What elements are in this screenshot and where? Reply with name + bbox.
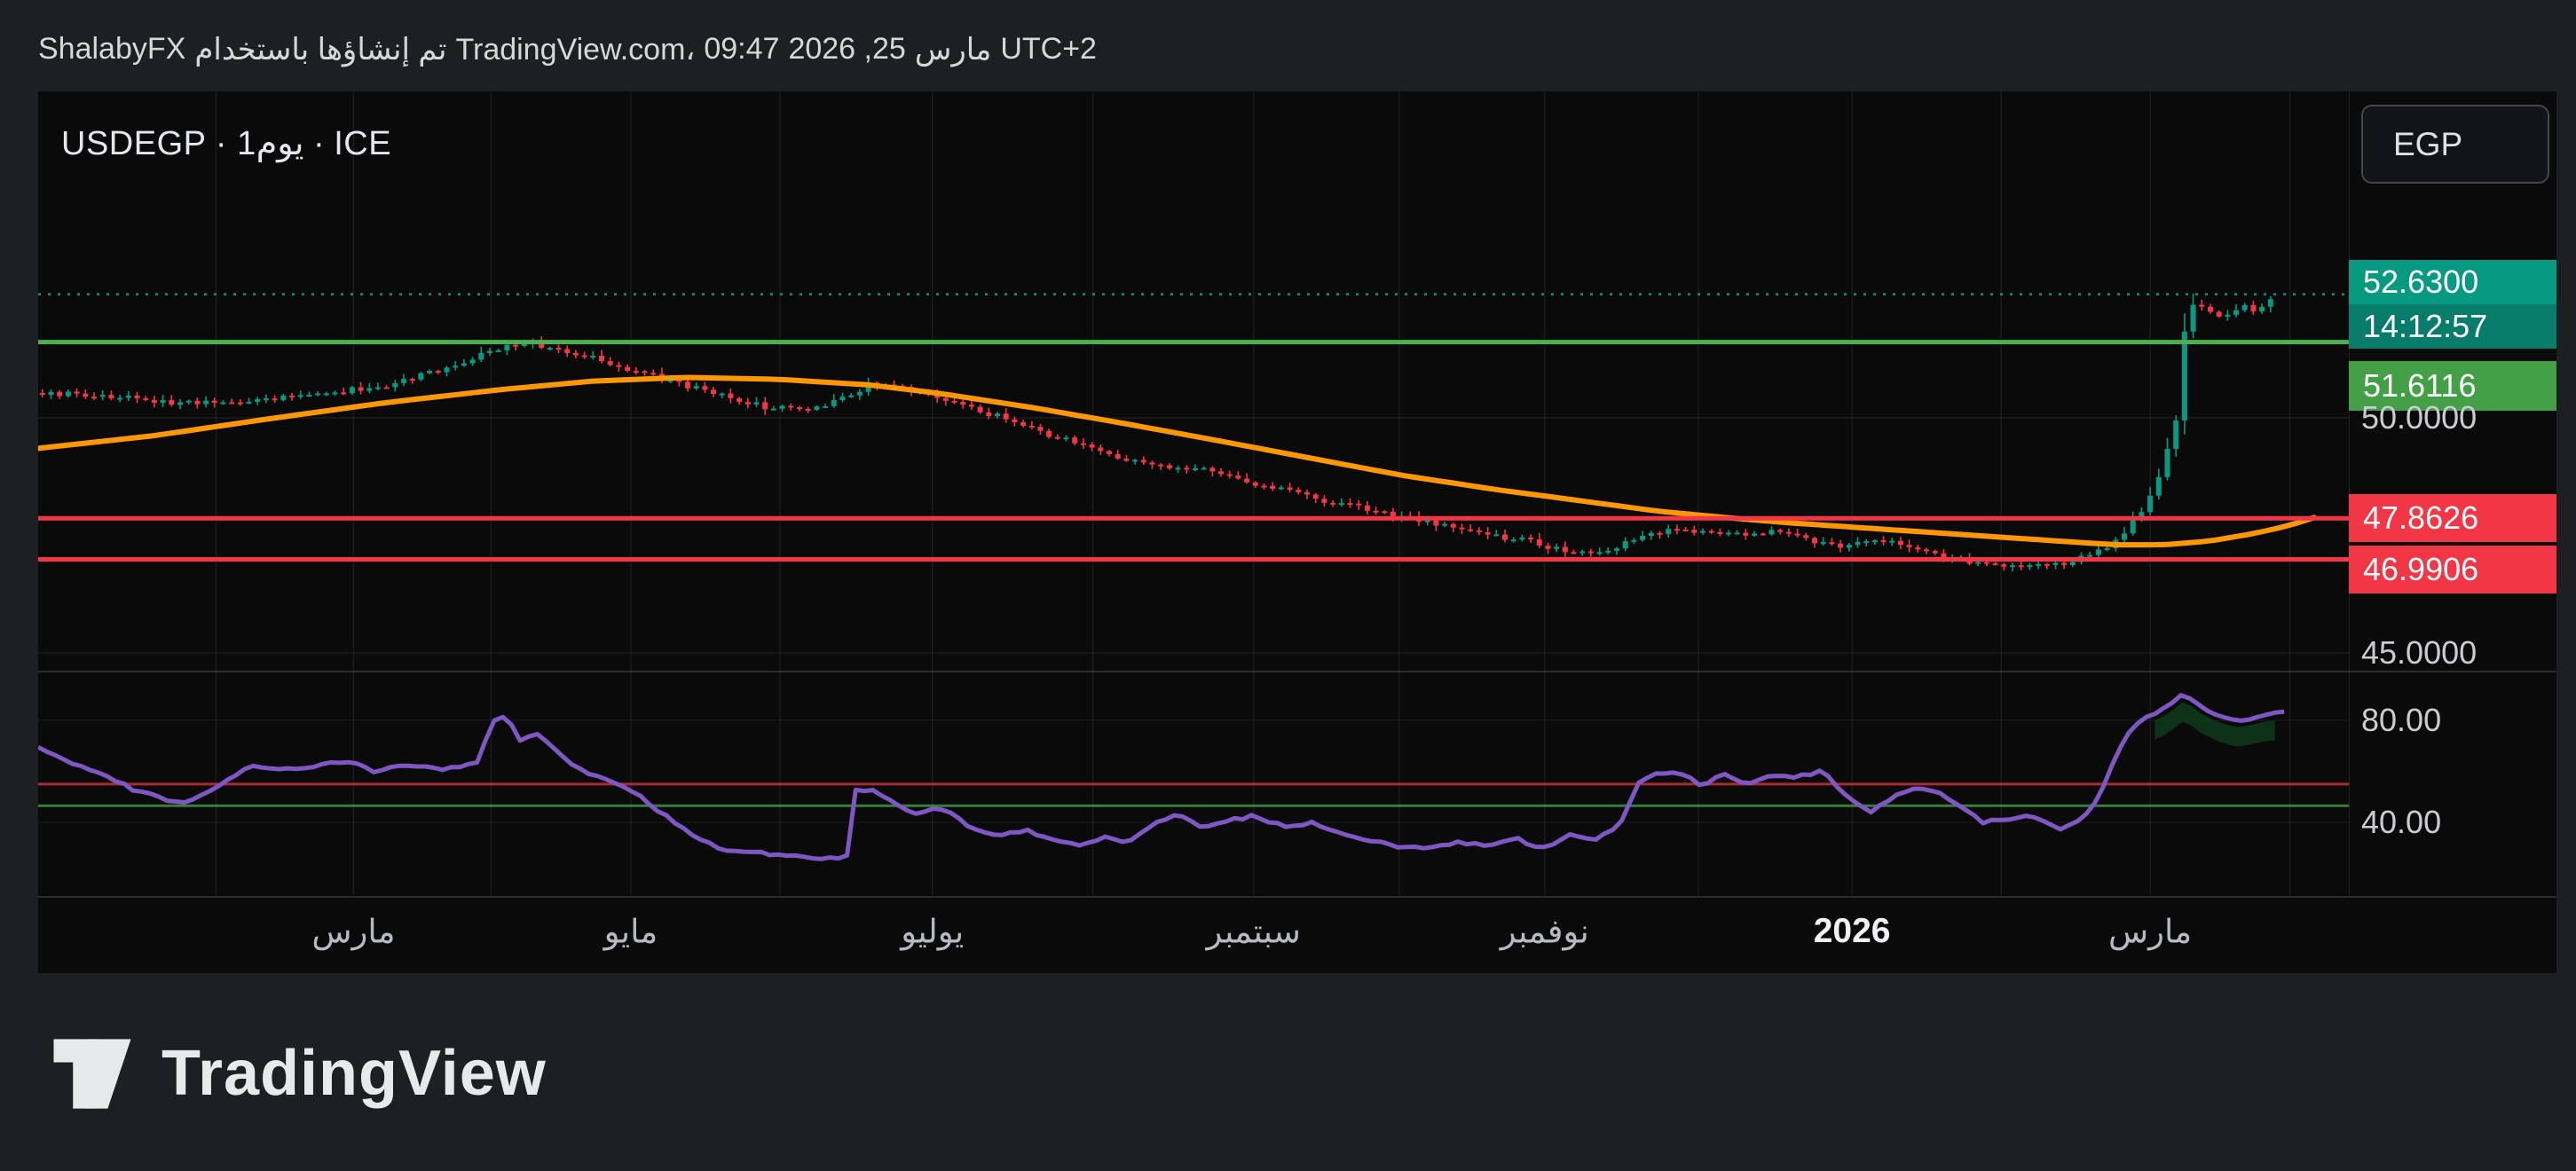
time-axis[interactable]: مارس مايو يوليو سبتمبر نوفمبر 2026 مارس xyxy=(38,896,2349,973)
red-level-badge-2: 46.9906 xyxy=(2349,546,2556,593)
axis-label-50: 50.0000 xyxy=(2349,402,2556,434)
chart-panel: USDEGP · 1يوم · ICE EGP 52.6300 14:12:57… xyxy=(38,91,2556,973)
currency-button[interactable]: EGP xyxy=(2361,105,2549,184)
attribution-part: TradingView.com، xyxy=(455,32,695,67)
time-axis-label: مارس xyxy=(311,913,395,951)
attribution-text: ShalabyFX تم إنشاؤها باستخدام TradingView.… xyxy=(38,32,1097,67)
attribution-part: مارس xyxy=(915,32,992,67)
tradingview-wordmark: TradingView xyxy=(161,1037,547,1110)
axis-label-40: 40.00 xyxy=(2349,806,2556,838)
attribution-part: 09:47 xyxy=(704,32,779,67)
time-axis-label: 2026 xyxy=(1814,912,1891,951)
last-price-badge: 52.6300 14:12:57 xyxy=(2349,260,2556,349)
time-axis-label: سبتمبر xyxy=(1207,913,1301,951)
chart-canvas[interactable] xyxy=(38,91,2349,973)
red-level-badge-1: 47.8626 xyxy=(2349,494,2556,542)
time-axis-border xyxy=(38,896,2556,898)
tradingview-logo-icon xyxy=(50,1035,135,1112)
axis-label-45: 45.0000 xyxy=(2349,637,2556,669)
attribution-part: 2026 ,25 xyxy=(788,32,905,67)
attribution-part: UTC+2 xyxy=(1000,32,1097,67)
attribution-part: تم إنشاؤها باستخدام xyxy=(194,32,446,67)
time-axis-label: مارس xyxy=(2108,913,2192,951)
pane-divider[interactable] xyxy=(38,671,2556,672)
tradingview-attribution-link[interactable]: TradingView xyxy=(50,1031,547,1116)
axis-label-80: 80.00 xyxy=(2349,704,2556,736)
countdown-timer: 14:12:57 xyxy=(2349,304,2556,349)
last-price-value: 52.6300 xyxy=(2349,260,2556,304)
time-axis-label: مايو xyxy=(604,913,658,951)
time-axis-label: يوليو xyxy=(901,913,964,951)
price-axis[interactable]: 52.6300 14:12:57 51.6116 50.0000 47.8626… xyxy=(2349,91,2556,896)
symbol-title[interactable]: USDEGP · 1يوم · ICE xyxy=(61,123,391,163)
attribution-part: ShalabyFX xyxy=(38,32,185,67)
time-axis-label: نوفمبر xyxy=(1501,913,1589,951)
